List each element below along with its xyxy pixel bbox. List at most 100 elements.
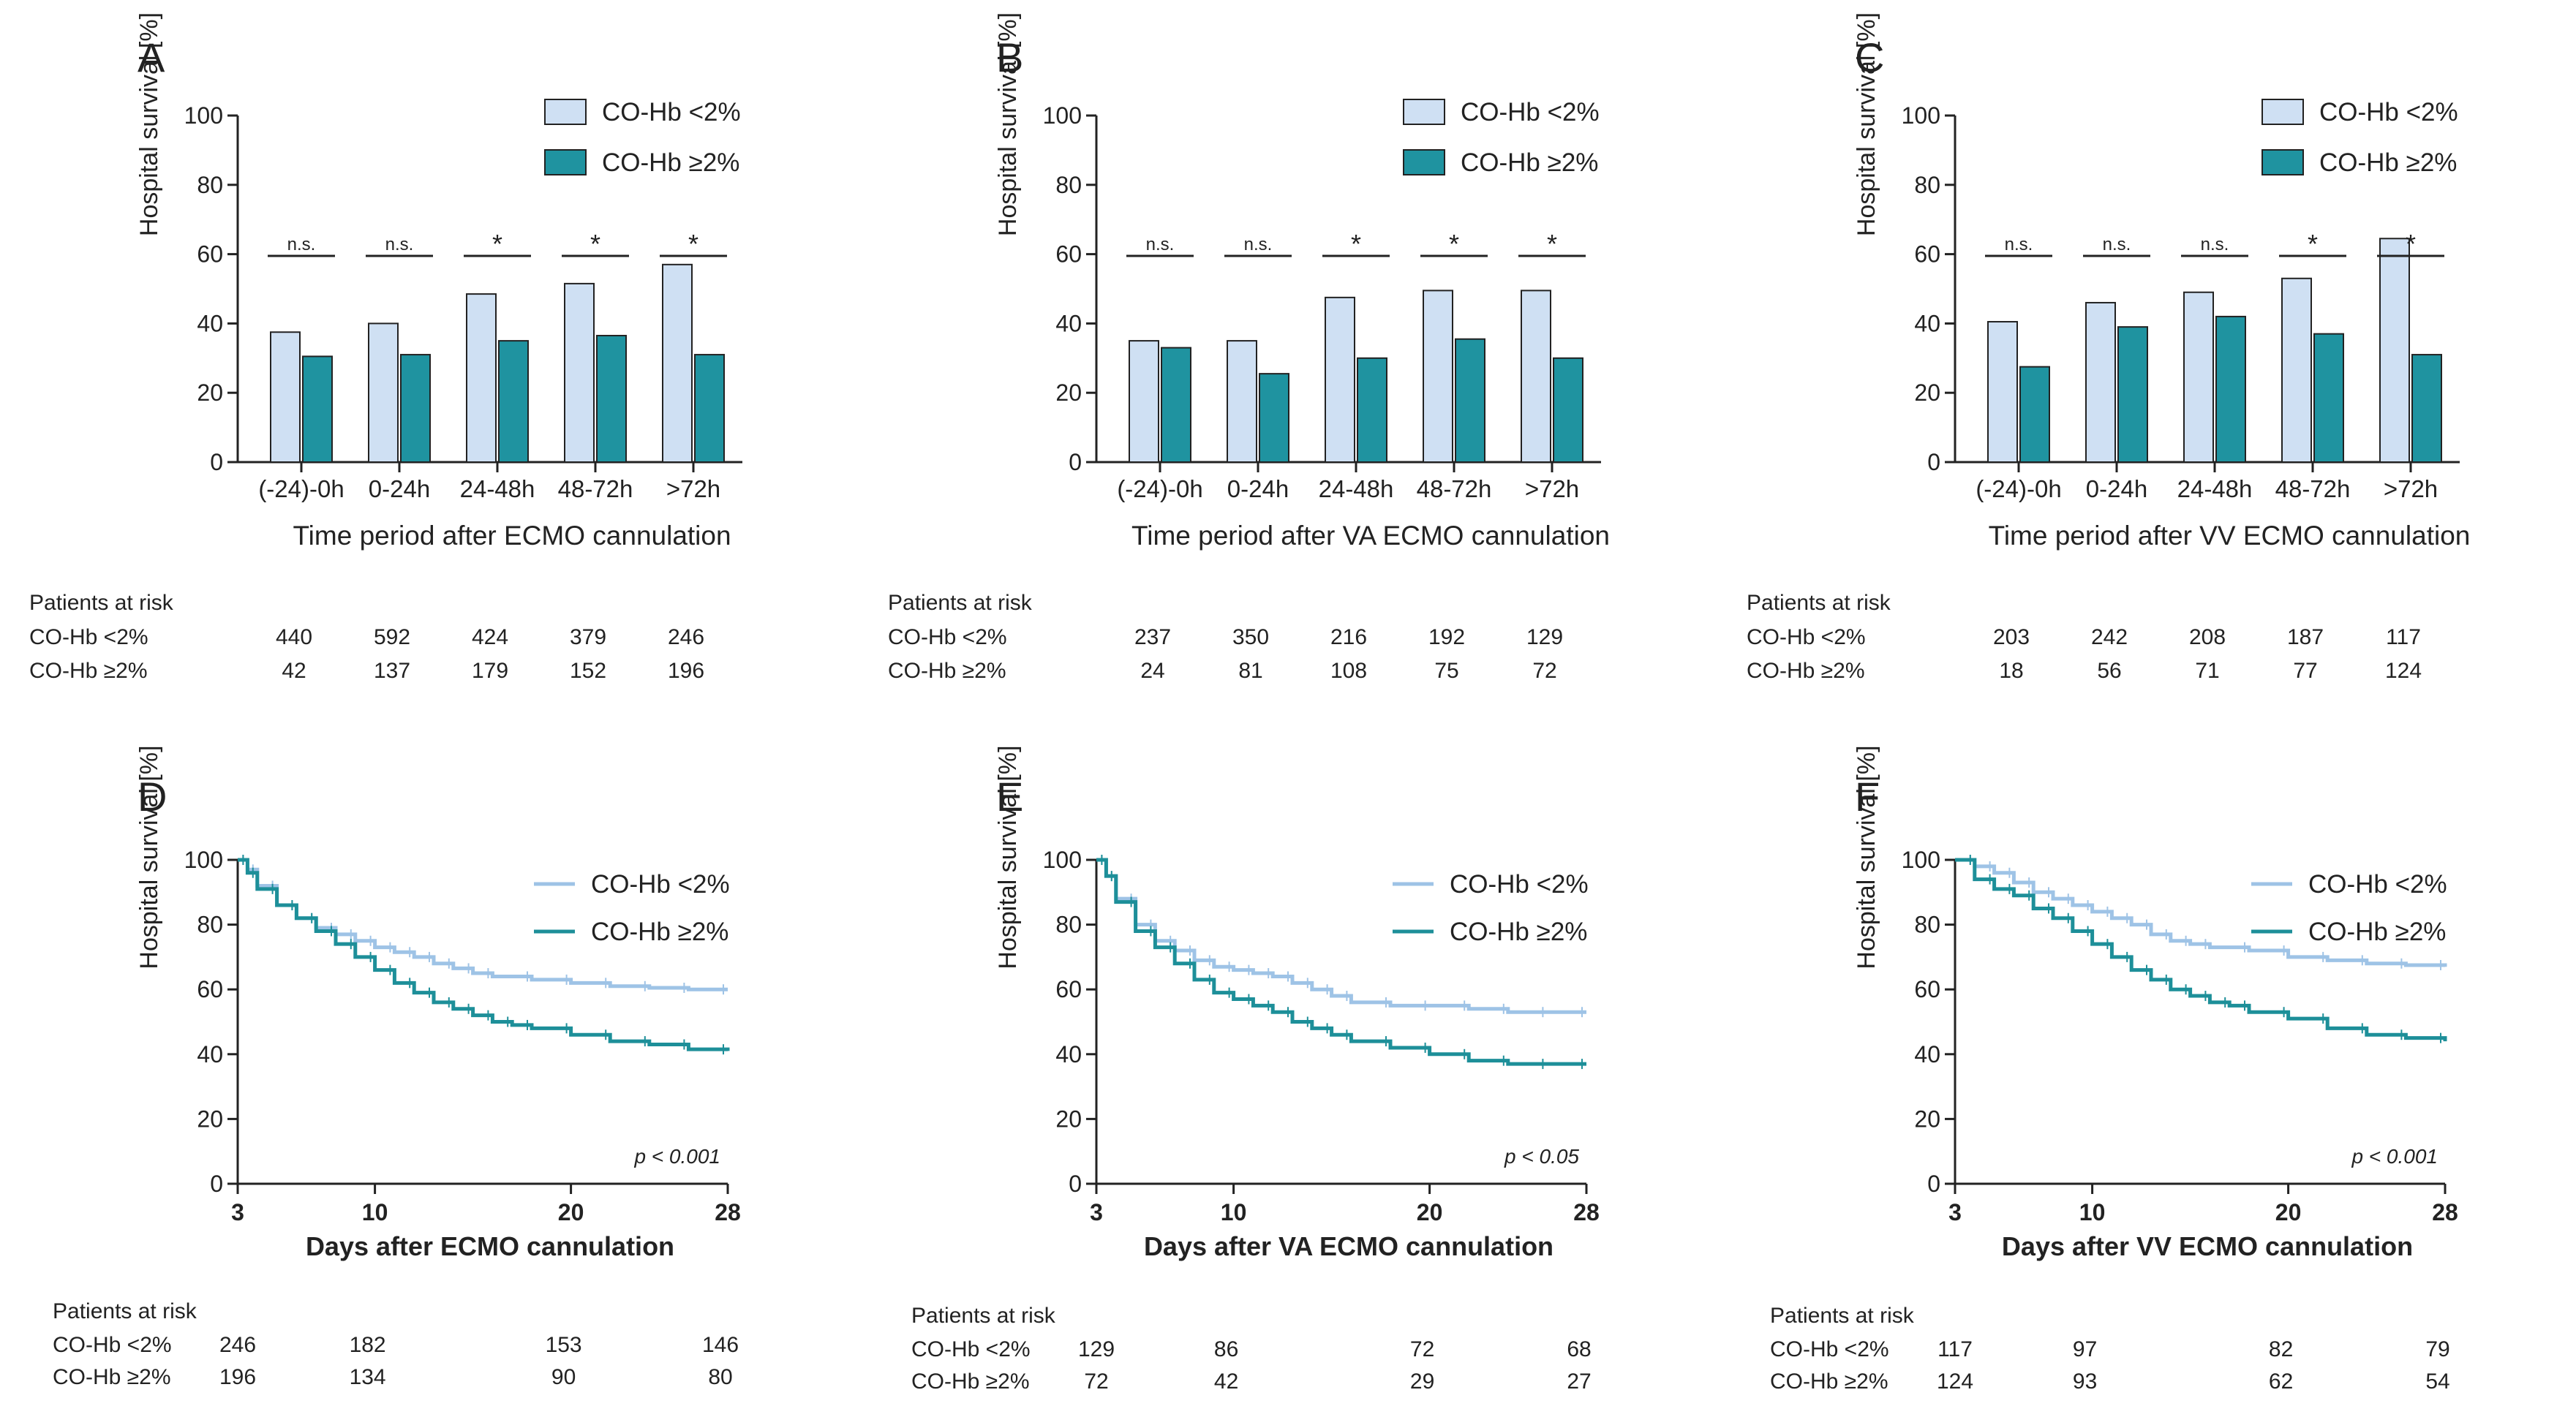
bar-high: [1161, 347, 1191, 463]
bar-low: [1325, 296, 1355, 463]
x-tick-label: 10: [2079, 1199, 2106, 1225]
at-risk-value: 216: [1330, 625, 1368, 649]
y-tick-label: 20: [1914, 379, 1940, 406]
x-tick-label: >72h: [2384, 475, 2438, 502]
x-tick-label: 0-24h: [369, 475, 430, 502]
at-risk-value: 90: [551, 1365, 576, 1389]
at-risk-value: 242: [2090, 625, 2128, 649]
p-value: p < 0.001: [633, 1145, 720, 1168]
x-tick-label: 3: [231, 1199, 244, 1225]
x-tick-label: 28: [715, 1199, 741, 1225]
bar-chart-a: A 0 20 40 60 80 100 Hospital survival [%] (-24)-…: [135, 12, 742, 551]
at-risk-value: 134: [349, 1365, 386, 1389]
y-tick-label: 100: [1043, 847, 1082, 873]
x-axis-label: Time period after ECMO cannulation: [293, 521, 731, 551]
bar-high: [1455, 338, 1485, 464]
x-tick-label: 0-24h: [1227, 475, 1289, 502]
y-tick-label: 0: [1069, 449, 1082, 475]
significance-label: *: [1547, 229, 1557, 259]
panel-letter: A: [138, 34, 165, 80]
x-tick-label: >72h: [1525, 475, 1579, 502]
y-tick-label: 100: [184, 102, 223, 129]
km-curve-low: [1955, 858, 2447, 967]
legend-swatch-low: [1403, 99, 1445, 125]
y-tick-label: 80: [1055, 172, 1082, 198]
legend-swatch-high: [544, 149, 587, 175]
y-tick-label: 100: [1902, 847, 1940, 873]
y-tick-label: 40: [1914, 1041, 1940, 1068]
x-tick-label: 48-72h: [2275, 475, 2351, 502]
legend-label-low: CO-Hb <2%: [591, 870, 730, 899]
at-risk-value: 77: [2293, 659, 2318, 683]
y-tick-label: 100: [1043, 102, 1082, 129]
y-tick-label: 80: [197, 172, 223, 198]
bar-low: [1521, 290, 1551, 463]
significance-label: n.s.: [287, 235, 316, 254]
at-risk-table-d: Patients at risk CO-Hb <2% 246 182 153 146 CO-…: [0, 708, 859, 1417]
at-risk-value: 72: [1084, 1369, 1109, 1394]
bar-low: [466, 293, 497, 463]
at-risk-value: 108: [1330, 659, 1368, 683]
at-risk-value: 62: [2268, 1369, 2294, 1394]
y-tick-label: 0: [1927, 1171, 1940, 1197]
y-tick-label: 40: [197, 310, 223, 336]
significance-label: n.s.: [385, 235, 414, 254]
bar-high: [2411, 354, 2442, 463]
legend-label-low: CO-Hb <2%: [1450, 870, 1589, 899]
km-curve-high: [238, 858, 730, 1051]
y-tick-label: 60: [197, 976, 223, 1002]
bar-high: [2117, 326, 2148, 464]
at-risk-value: 27: [1567, 1369, 1592, 1394]
bar-low: [270, 331, 301, 463]
legend-label-high: CO-Hb ≥2%: [1461, 148, 1598, 177]
at-risk-value: 203: [1992, 625, 2030, 649]
bar-low: [662, 263, 693, 463]
y-tick-label: 40: [1055, 1041, 1082, 1068]
y-tick-label: 20: [1914, 1106, 1940, 1132]
y-tick-label: 0: [1927, 449, 1940, 475]
at-risk-header: Patients at risk: [29, 591, 173, 615]
at-risk-value: 54: [2425, 1369, 2450, 1394]
y-tick-label: 80: [1914, 912, 1940, 938]
at-risk-value: 79: [2425, 1337, 2450, 1361]
x-tick-label: (-24)-0h: [1976, 475, 2061, 502]
km-chart-e: E 0 20 40 60 80 100 Hospital survival [%] 3 10 20 2…: [994, 745, 1600, 1261]
x-tick-label: 20: [558, 1199, 584, 1225]
panel-letter: F: [1855, 774, 1880, 820]
km-curve-high: [1096, 858, 1586, 1066]
legend-label-high: CO-Hb ≥2%: [591, 918, 728, 946]
x-tick-label: 24-48h: [1319, 475, 1394, 502]
at-risk-value: 350: [1232, 625, 1270, 649]
bar-low: [1987, 321, 2018, 463]
km-curve-high: [1955, 858, 2447, 1042]
legend-swatch-high: [2261, 149, 2304, 175]
at-risk-value: 42: [1213, 1369, 1239, 1394]
panel-a: A 0 20 40 60 80 100 Hospital survival [%] (-24)-…: [0, 0, 859, 708]
at-risk-value: 187: [2286, 625, 2324, 649]
at-risk-row-label: CO-Hb ≥2%: [911, 1369, 1030, 1394]
panel-letter: D: [138, 774, 167, 820]
at-risk-value: 179: [471, 659, 509, 683]
significance-label: *: [1449, 229, 1459, 259]
at-risk-value: 117: [2386, 625, 2421, 649]
at-risk-header: Patients at risk: [911, 1304, 1055, 1328]
at-risk-header: Patients at risk: [1747, 591, 1891, 615]
at-risk-value: 68: [1567, 1337, 1592, 1361]
at-risk-value: 152: [569, 659, 607, 683]
at-risk-value: 75: [1434, 659, 1459, 683]
bar-low: [1129, 340, 1159, 463]
legend-label-high: CO-Hb ≥2%: [2319, 148, 2457, 177]
at-risk-value: 237: [1134, 625, 1172, 649]
y-tick-label: 60: [1055, 241, 1082, 268]
at-risk-value: 246: [667, 625, 705, 649]
y-tick-label: 60: [197, 241, 223, 268]
y-tick-label: 60: [1055, 976, 1082, 1002]
panel-letter: E: [996, 774, 1023, 820]
legend-label-high: CO-Hb ≥2%: [2308, 918, 2446, 946]
at-risk-row-label: CO-Hb <2%: [911, 1337, 1031, 1361]
bar-high: [2215, 315, 2246, 464]
significance-label: n.s.: [1146, 235, 1175, 254]
at-risk-value: 192: [1428, 625, 1466, 649]
at-risk-row-label: CO-Hb ≥2%: [29, 659, 148, 683]
legend-swatch-low: [2261, 99, 2304, 125]
